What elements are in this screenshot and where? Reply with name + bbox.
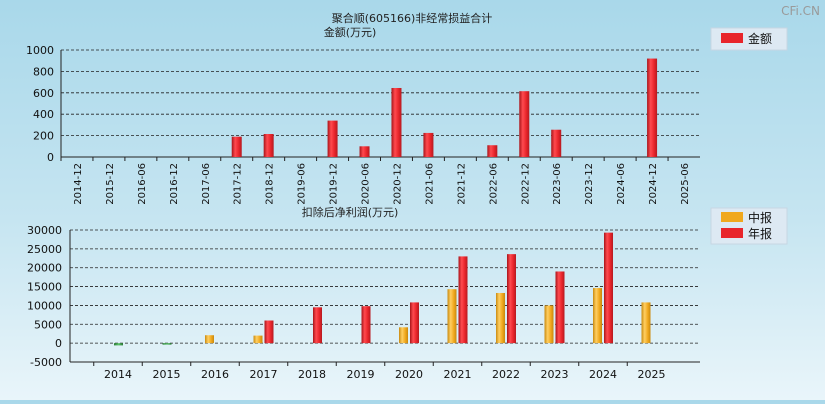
chart2-bar-interim-2016 xyxy=(205,335,214,344)
chart1-legend-swatch xyxy=(721,33,743,43)
chart1-xtick-label: 2018-12 xyxy=(265,163,276,205)
chart1-xtick-label: 2019-06 xyxy=(297,163,308,205)
chart2-legend-swatch-interim xyxy=(721,212,743,222)
chart1-plot: 0 200 400 600 800 1000 2014-12 2015-12 2016-06 20… xyxy=(26,44,700,205)
chart1-xtick-label: 2017-12 xyxy=(233,163,244,205)
chart1-xtick-label: 2016-06 xyxy=(137,163,148,205)
watermark: CFi.CN xyxy=(781,4,820,18)
chart2-bar-interim-2017 xyxy=(253,335,263,344)
chart2-xtick-label: 2021 xyxy=(444,368,472,381)
chart2-bar-annual-2018 xyxy=(313,307,322,344)
chart2-legend-label-annual: 年报 xyxy=(748,226,772,241)
chart1-bar-2022-12 xyxy=(519,91,530,157)
chart1-ytick-label: 600 xyxy=(33,87,54,100)
chart2-bar-interim-2023 xyxy=(544,305,554,344)
chart1-xtick-label: 2024-06 xyxy=(616,163,627,205)
chart1-xtick-label: 2024-12 xyxy=(648,163,659,205)
chart1-xtick-label: 2017-06 xyxy=(201,163,212,205)
chart1-legend-label: 金额 xyxy=(748,31,772,46)
chart1-bar-2020-06 xyxy=(359,146,370,157)
chart2-ytick-label: 0 xyxy=(55,337,62,350)
chart2-xtick-label: 2022 xyxy=(492,368,520,381)
chart1-xtick-label: 2014-12 xyxy=(73,163,84,205)
chart2-xtick-label: 2019 xyxy=(347,368,375,381)
chart1-xtick-label: 2015-12 xyxy=(105,163,116,205)
chart2-ytick-label: 20000 xyxy=(27,262,62,275)
chart2-xtick-label: 2014 xyxy=(104,368,132,381)
chart1-xtick-label: 2025-06 xyxy=(680,163,691,205)
chart2-ytick-label: 30000 xyxy=(27,224,62,237)
chart1-ylabel: 金额(万元) xyxy=(324,25,377,39)
chart2-ylabel: 扣除后净利润(万元) xyxy=(302,205,399,219)
chart2-xtick-label: 2025 xyxy=(638,368,666,381)
chart1-bar-2017-12 xyxy=(231,136,242,157)
page-title: 聚合顺(605166)非经常损益合计 xyxy=(332,11,493,25)
chart1-xtick-label: 2021-06 xyxy=(424,163,435,205)
chart2-bar-interim-2022 xyxy=(496,292,505,344)
chart1-ytick-label: 400 xyxy=(33,108,54,121)
chart1-ytick-label: 0 xyxy=(47,151,54,164)
chart2-bar-interim-2025 xyxy=(641,302,651,344)
chart2-xtick-label: 2020 xyxy=(395,368,423,381)
chart1-bar-2019-12 xyxy=(327,120,338,157)
chart2-bar-annual-2022 xyxy=(507,254,516,344)
chart2-bar-annual-2021 xyxy=(458,256,468,344)
chart2-xtick-label: 2023 xyxy=(541,368,569,381)
chart1-bar-2020-12 xyxy=(391,87,402,157)
chart2-legend: 中报 年报 xyxy=(710,207,788,245)
chart1-ytick-label: 1000 xyxy=(26,44,54,57)
chart2-xtick-label: 2018 xyxy=(298,368,326,381)
chart1-xtick-label: 2021-12 xyxy=(456,163,467,205)
chart2-bar-interim-2020 xyxy=(399,327,408,344)
chart2-legend-label-interim: 中报 xyxy=(748,210,772,225)
chart2-bar-annual-2015 xyxy=(162,343,172,345)
chart1-xtick-label: 2019-12 xyxy=(329,163,340,205)
chart1-bar-2023-06 xyxy=(551,129,562,157)
chart1-xtick-label: 2020-06 xyxy=(361,163,372,205)
chart1-xtick-label: 2022-12 xyxy=(520,163,531,205)
chart2-bar-annual-2024 xyxy=(604,232,613,344)
chart1-xtick-label: 2020-12 xyxy=(392,163,403,205)
chart1-bar-2021-06 xyxy=(423,132,434,157)
chart1-bar-2024-12 xyxy=(647,58,658,158)
chart2-bar-interim-2021 xyxy=(447,289,457,344)
chart2-bar-annual-2014 xyxy=(114,343,123,346)
chart2-xtick-label: 2016 xyxy=(201,368,229,381)
chart1-ytick-label: 200 xyxy=(33,130,54,143)
chart2-ytick-label: 25000 xyxy=(27,243,62,256)
chart2-xtick-label: 2024 xyxy=(589,368,617,381)
chart1-xtick-label: 2023-06 xyxy=(552,163,563,205)
chart2-bar-annual-2020 xyxy=(410,302,419,344)
chart2-xtick-label: 2015 xyxy=(153,368,181,381)
chart2-bar-interim-2024 xyxy=(593,288,602,344)
chart2-legend-swatch-annual xyxy=(721,228,743,238)
chart1-legend: 金额 xyxy=(710,27,788,51)
chart1-xtick-label: 2023-12 xyxy=(584,163,595,205)
chart1-bar-2018-12 xyxy=(263,133,274,157)
chart2-ytick-label: 5000 xyxy=(34,318,62,331)
chart2-bar-annual-2023 xyxy=(555,271,565,344)
chart2-ytick-label: 15000 xyxy=(27,281,62,294)
chart2-bar-annual-2017 xyxy=(264,320,274,344)
chart2-plot: -5000 0 5000 10000 15000 20000 25000 30000 2014 2… xyxy=(27,224,700,381)
chart1-xtick-label: 2022-06 xyxy=(488,163,499,205)
chart2-bar-annual-2019 xyxy=(361,306,371,344)
chart2-ytick-label: -5000 xyxy=(30,356,62,369)
chart1-xtick-label: 2016-12 xyxy=(169,163,180,205)
chart1-bar-2022-06 xyxy=(487,145,498,157)
chart1-ytick-label: 800 xyxy=(33,65,54,78)
chart2-xtick-label: 2017 xyxy=(250,368,278,381)
chart2-ytick-label: 10000 xyxy=(27,299,62,312)
